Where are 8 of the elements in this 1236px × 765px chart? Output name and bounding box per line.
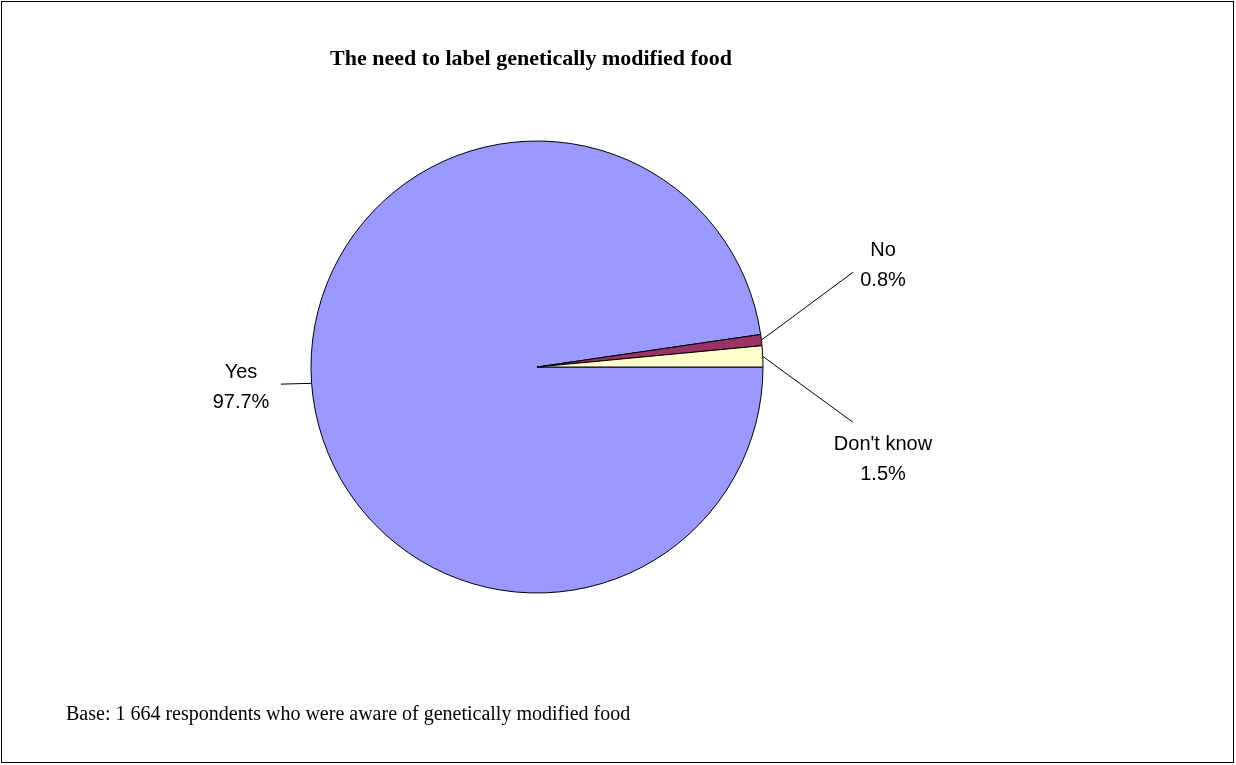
text: Base: 1 664 respondents who were aware of genetically modified food [66, 702, 631, 725]
data-label: 1.5% [860, 462, 907, 485]
data-label: 0.8% [860, 268, 907, 291]
chart-title: The need to label genetically modified food [330, 45, 733, 70]
slice-label: No [870, 238, 896, 261]
slice-label: Yes [224, 360, 258, 383]
data-label: 97.7% [212, 390, 270, 413]
slice-label: Don't know [833, 432, 933, 455]
